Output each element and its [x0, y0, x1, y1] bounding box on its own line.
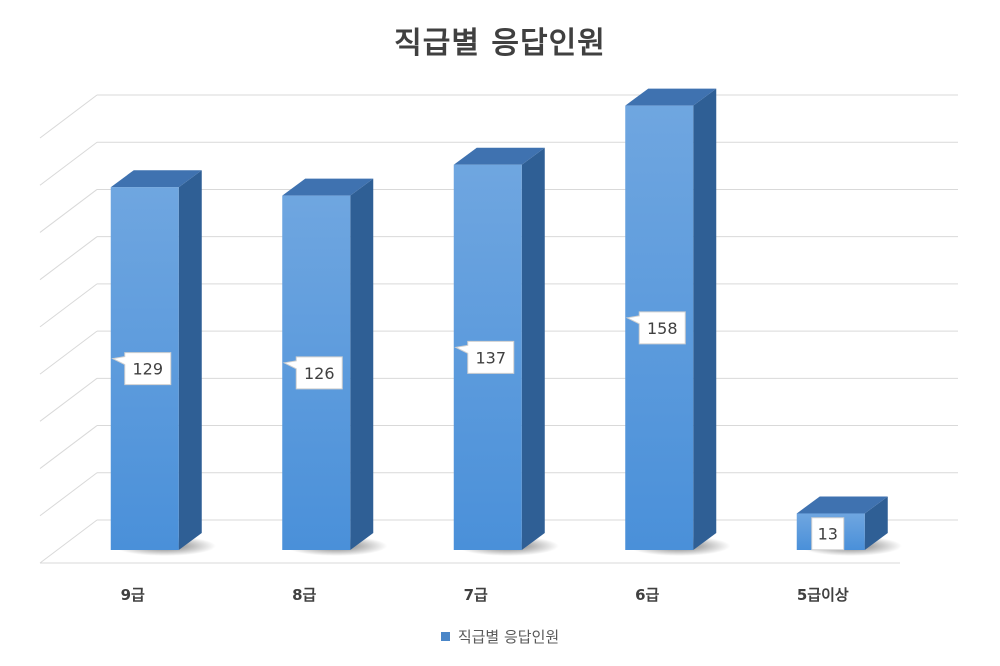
- gridline-side: [39, 425, 98, 469]
- category-label: 5급이상: [797, 586, 849, 604]
- data-label-text: 13: [818, 525, 838, 544]
- gridline-side: [39, 283, 98, 328]
- gridline-side: [39, 519, 98, 564]
- gridline-side: [39, 189, 98, 233]
- bar-top-face: [796, 496, 888, 514]
- gridline-side: [39, 236, 98, 281]
- data-label-8급: 126: [282, 356, 343, 390]
- data-label-text: 129: [132, 360, 163, 379]
- data-label-box: [282, 356, 343, 390]
- data-label-text: 137: [475, 348, 506, 367]
- bar-top-face: [453, 147, 545, 165]
- data-label-7급: 137: [454, 340, 515, 374]
- bars: [110, 88, 902, 556]
- bar-side-face: [350, 178, 374, 550]
- gridline-side: [39, 472, 98, 517]
- gridline-side: [39, 377, 98, 422]
- category-label: 9급: [121, 586, 145, 604]
- bar-side-face: [178, 170, 202, 550]
- data-label-box: [811, 517, 845, 551]
- bar-top-face: [110, 170, 202, 188]
- gridline-side: [39, 330, 98, 375]
- category-label: 8급: [292, 586, 316, 604]
- data-label-6급: 158: [625, 311, 686, 345]
- chart-title: 직급별 응답인원: [394, 26, 606, 61]
- data-label-5급이상: 13: [811, 517, 845, 551]
- legend: 직급별 응답인원: [0, 626, 1000, 647]
- gridline-side: [39, 141, 98, 186]
- data-label-text: 126: [304, 364, 335, 383]
- category-label: 7급: [464, 586, 488, 604]
- data-label-box: [454, 340, 515, 374]
- bar-side-face: [864, 496, 888, 550]
- data-label-text: 158: [647, 319, 678, 338]
- bar-top-face: [282, 178, 374, 196]
- data-labels: 129 126 137 158 13: [111, 311, 845, 551]
- bar-side-face: [693, 88, 717, 550]
- data-label-box: [625, 311, 686, 345]
- legend-swatch: [440, 632, 450, 641]
- data-label-9급: 129: [111, 352, 172, 386]
- bar-top-face: [625, 88, 717, 106]
- data-label-box: [111, 352, 172, 386]
- legend-label: 직급별 응답인원: [457, 628, 560, 646]
- gridline-side: [39, 94, 98, 139]
- category-label: 6급: [635, 586, 659, 604]
- bar-side-face: [521, 147, 545, 550]
- category-labels: 9급 8급 7급 6급 5급이상: [121, 586, 849, 604]
